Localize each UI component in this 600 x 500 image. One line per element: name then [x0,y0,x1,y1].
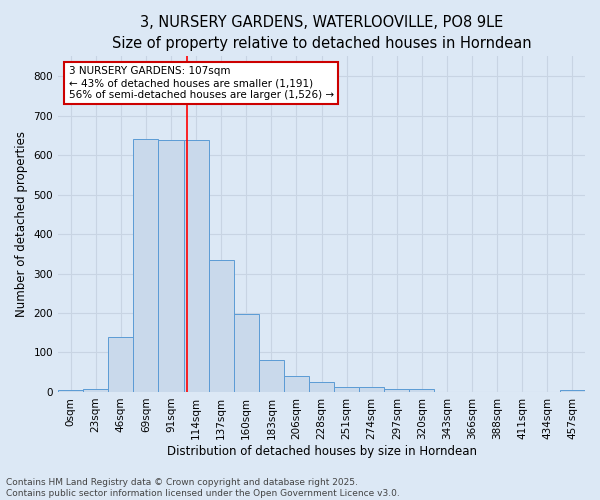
Title: 3, NURSERY GARDENS, WATERLOOVILLE, PO8 9LE
Size of property relative to detached: 3, NURSERY GARDENS, WATERLOOVILLE, PO8 9… [112,15,532,51]
Bar [133,140,158,392]
Text: 3 NURSERY GARDENS: 107sqm
← 43% of detached houses are smaller (1,191)
56% of se: 3 NURSERY GARDENS: 107sqm ← 43% of detac… [68,66,334,100]
Bar [184,140,209,392]
Bar [259,360,284,392]
Y-axis label: Number of detached properties: Number of detached properties [15,131,28,317]
X-axis label: Distribution of detached houses by size in Horndean: Distribution of detached houses by size … [167,444,476,458]
Bar [409,389,434,392]
Bar [359,387,384,392]
Bar [233,314,259,392]
Bar [560,390,585,392]
Text: Contains HM Land Registry data © Crown copyright and database right 2025.
Contai: Contains HM Land Registry data © Crown c… [6,478,400,498]
Bar [284,376,309,392]
Bar [158,140,184,392]
Bar [334,387,359,392]
Bar [309,382,334,392]
Bar [384,389,409,392]
Bar [58,390,83,392]
Bar [209,260,233,392]
Bar [83,389,108,392]
Bar [108,336,133,392]
